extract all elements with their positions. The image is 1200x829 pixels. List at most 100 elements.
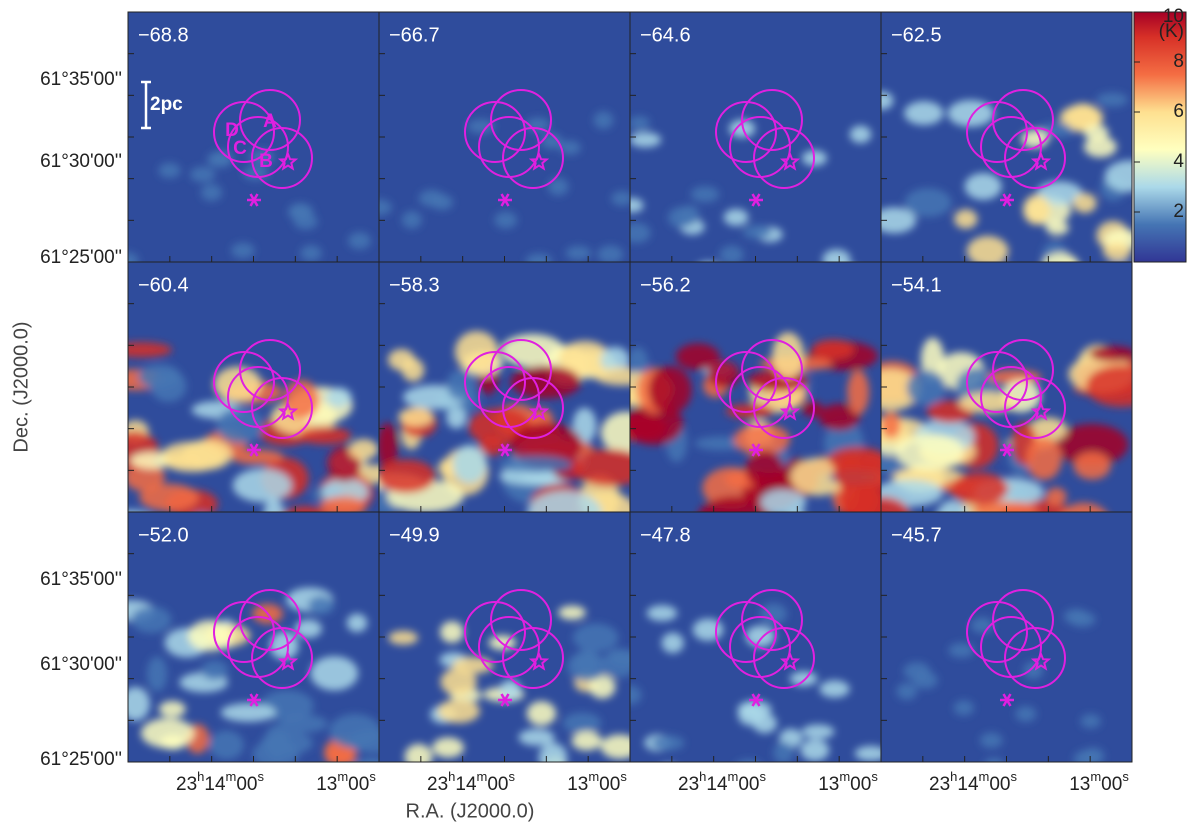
emission-blob <box>499 679 521 701</box>
asterisk-marker <box>751 193 761 207</box>
emission <box>379 111 630 262</box>
x-tick-number: 23 <box>427 774 448 795</box>
emission-blob <box>562 712 602 734</box>
emission-blob <box>789 671 818 687</box>
emission-blob <box>432 737 465 758</box>
emission-blob <box>189 166 216 183</box>
region-label: A <box>263 111 277 132</box>
beam-circle <box>741 589 803 651</box>
emission-blob <box>1085 365 1132 408</box>
emission-blob <box>738 759 759 762</box>
velocity-label: −45.7 <box>891 524 942 546</box>
beam-circle <box>490 89 552 151</box>
panel: −66.7 <box>378 11 631 263</box>
emission-blob <box>790 457 847 496</box>
x-tick-label: 23h14m00s <box>176 769 265 795</box>
emission-blob <box>698 496 771 512</box>
emission-blob <box>1073 451 1111 480</box>
x-tick-unit: h <box>699 769 706 784</box>
emission-blob <box>1104 160 1132 192</box>
emission-blob <box>801 401 823 417</box>
x-tick-number: 00 <box>348 774 369 795</box>
beam-circle <box>490 589 552 651</box>
x-tick-number: 14 <box>455 774 477 795</box>
emission-blob <box>600 734 630 759</box>
emission-blob <box>355 757 379 762</box>
emission-blob <box>307 595 335 615</box>
emission-blob <box>572 448 630 487</box>
x-tick-unit: m <box>839 769 850 784</box>
emission-blob <box>661 632 684 654</box>
beam-circle <box>251 127 313 189</box>
panel: −52.0 <box>127 511 380 763</box>
scale-bar-label: 2pc <box>150 94 183 115</box>
x-tick-number: 14 <box>957 774 979 795</box>
emission-blob <box>1096 92 1129 107</box>
x-tick-unit: s <box>1011 769 1018 784</box>
colorbar <box>1133 11 1187 263</box>
x-tick-unit: s <box>509 769 516 784</box>
emission-blob <box>220 703 276 722</box>
emission-blob <box>379 422 398 470</box>
emission-blob <box>1065 103 1101 133</box>
x-tick-number: 13 <box>1069 774 1090 795</box>
velocity-label: −54.1 <box>891 274 942 296</box>
beam-circle <box>502 127 564 189</box>
x-tick-number: 14 <box>706 774 728 795</box>
emission-blob <box>906 369 946 407</box>
emission-blob <box>847 369 870 415</box>
beam-circle <box>966 101 1028 163</box>
star-marker <box>1030 151 1052 171</box>
emission-blob <box>733 423 791 456</box>
velocity-label: −60.4 <box>138 274 189 296</box>
emission-blob <box>772 332 805 379</box>
emission <box>128 342 379 512</box>
emission-blob <box>849 125 872 144</box>
emission-blob <box>1037 123 1077 138</box>
asterisk-marker <box>1002 443 1012 457</box>
x-tick-unit: s <box>369 769 376 784</box>
beam-circle <box>1004 127 1066 189</box>
emission-blob <box>452 444 487 484</box>
emission-blob <box>300 245 322 262</box>
emission-blob <box>811 339 855 360</box>
asterisk-marker <box>751 443 761 457</box>
emission-blob <box>418 189 445 207</box>
emission-blob <box>690 186 720 203</box>
emission-blob <box>216 406 264 444</box>
beam-circle <box>992 89 1054 151</box>
emission-blob <box>972 501 1039 512</box>
beam-circle <box>1004 627 1066 689</box>
x-tick-unit: m <box>477 769 488 784</box>
emission-blob <box>1083 136 1117 158</box>
emission-blob <box>728 119 756 138</box>
velocity-label: −68.8 <box>138 24 189 46</box>
x-tick-unit: s <box>760 769 767 784</box>
emission-blob <box>966 235 1009 262</box>
emission-blob <box>656 764 680 783</box>
star-marker <box>528 651 550 671</box>
asterisk-marker <box>249 443 259 457</box>
x-tick-unit: s <box>258 769 265 784</box>
emission <box>881 337 1132 512</box>
panel: −62.5 <box>880 11 1133 263</box>
panel: −64.6 <box>629 11 882 263</box>
emission-blob <box>440 621 464 644</box>
asterisk-marker <box>500 693 510 707</box>
panel: −56.2 <box>629 261 882 513</box>
velocity-label: −58.3 <box>389 274 440 296</box>
emission-blob <box>558 605 586 620</box>
emission-blob <box>1080 713 1101 729</box>
emission-blob <box>128 252 139 262</box>
emission-blob <box>602 648 630 678</box>
emission-blob <box>346 613 368 633</box>
beam-circle <box>490 339 552 401</box>
emission-blob <box>209 730 244 760</box>
emission-blob <box>310 656 359 691</box>
emission-blob <box>572 623 619 652</box>
emission-blob <box>1025 436 1062 481</box>
x-tick-unit: m <box>226 769 237 784</box>
x-tick-unit: m <box>588 769 599 784</box>
beam-circle <box>502 377 564 439</box>
emission-blob <box>881 496 911 512</box>
